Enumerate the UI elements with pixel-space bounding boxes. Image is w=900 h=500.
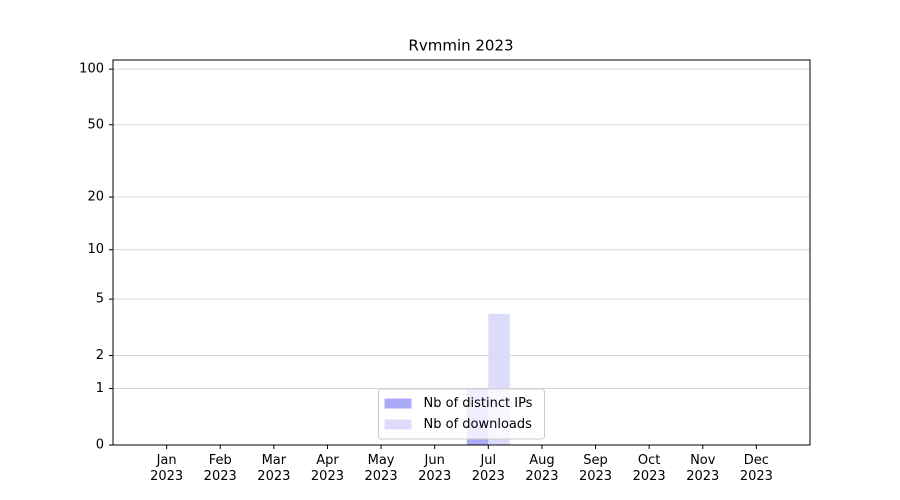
x-tick-label: Mar 2023 [257, 453, 291, 484]
plot-frame [112, 59, 811, 446]
legend-label: Nb of downloads [424, 417, 533, 432]
y-tick-label: 20 [87, 190, 104, 205]
x-tick-label: Jun 2023 [418, 453, 452, 484]
y-tick-label: 10 [87, 242, 104, 257]
y-tick-label: 2 [96, 348, 104, 363]
chart-title: Rvmmin 2023 [408, 37, 513, 55]
legend-swatch [384, 419, 412, 430]
x-tick-label: Nov 2023 [686, 453, 720, 484]
x-tick-label: Aug 2023 [525, 453, 559, 484]
legend: Nb of distinct IPs Nb of downloads [378, 388, 545, 440]
legend-swatch [384, 398, 412, 409]
x-tick-label: Feb 2023 [203, 453, 237, 484]
y-tick-label: 0 [96, 438, 104, 453]
y-tick-label: 1 [96, 381, 104, 396]
x-tick-label: Oct 2023 [632, 453, 666, 484]
x-tick-label: Jan 2023 [150, 453, 184, 484]
y-tick-label: 5 [96, 292, 104, 307]
x-tick-label: Jul 2023 [471, 453, 505, 484]
x-tick-label: Sep 2023 [578, 453, 613, 484]
legend-label: Nb of distinct IPs [424, 396, 533, 411]
x-tick-label: Apr 2023 [310, 453, 344, 484]
legend-box [378, 388, 545, 440]
x-tick-label: May 2023 [364, 453, 398, 484]
y-tick-label: 50 [87, 117, 104, 132]
y-tick-label: 100 [79, 62, 104, 77]
x-tick-label: Dec 2023 [739, 453, 773, 484]
